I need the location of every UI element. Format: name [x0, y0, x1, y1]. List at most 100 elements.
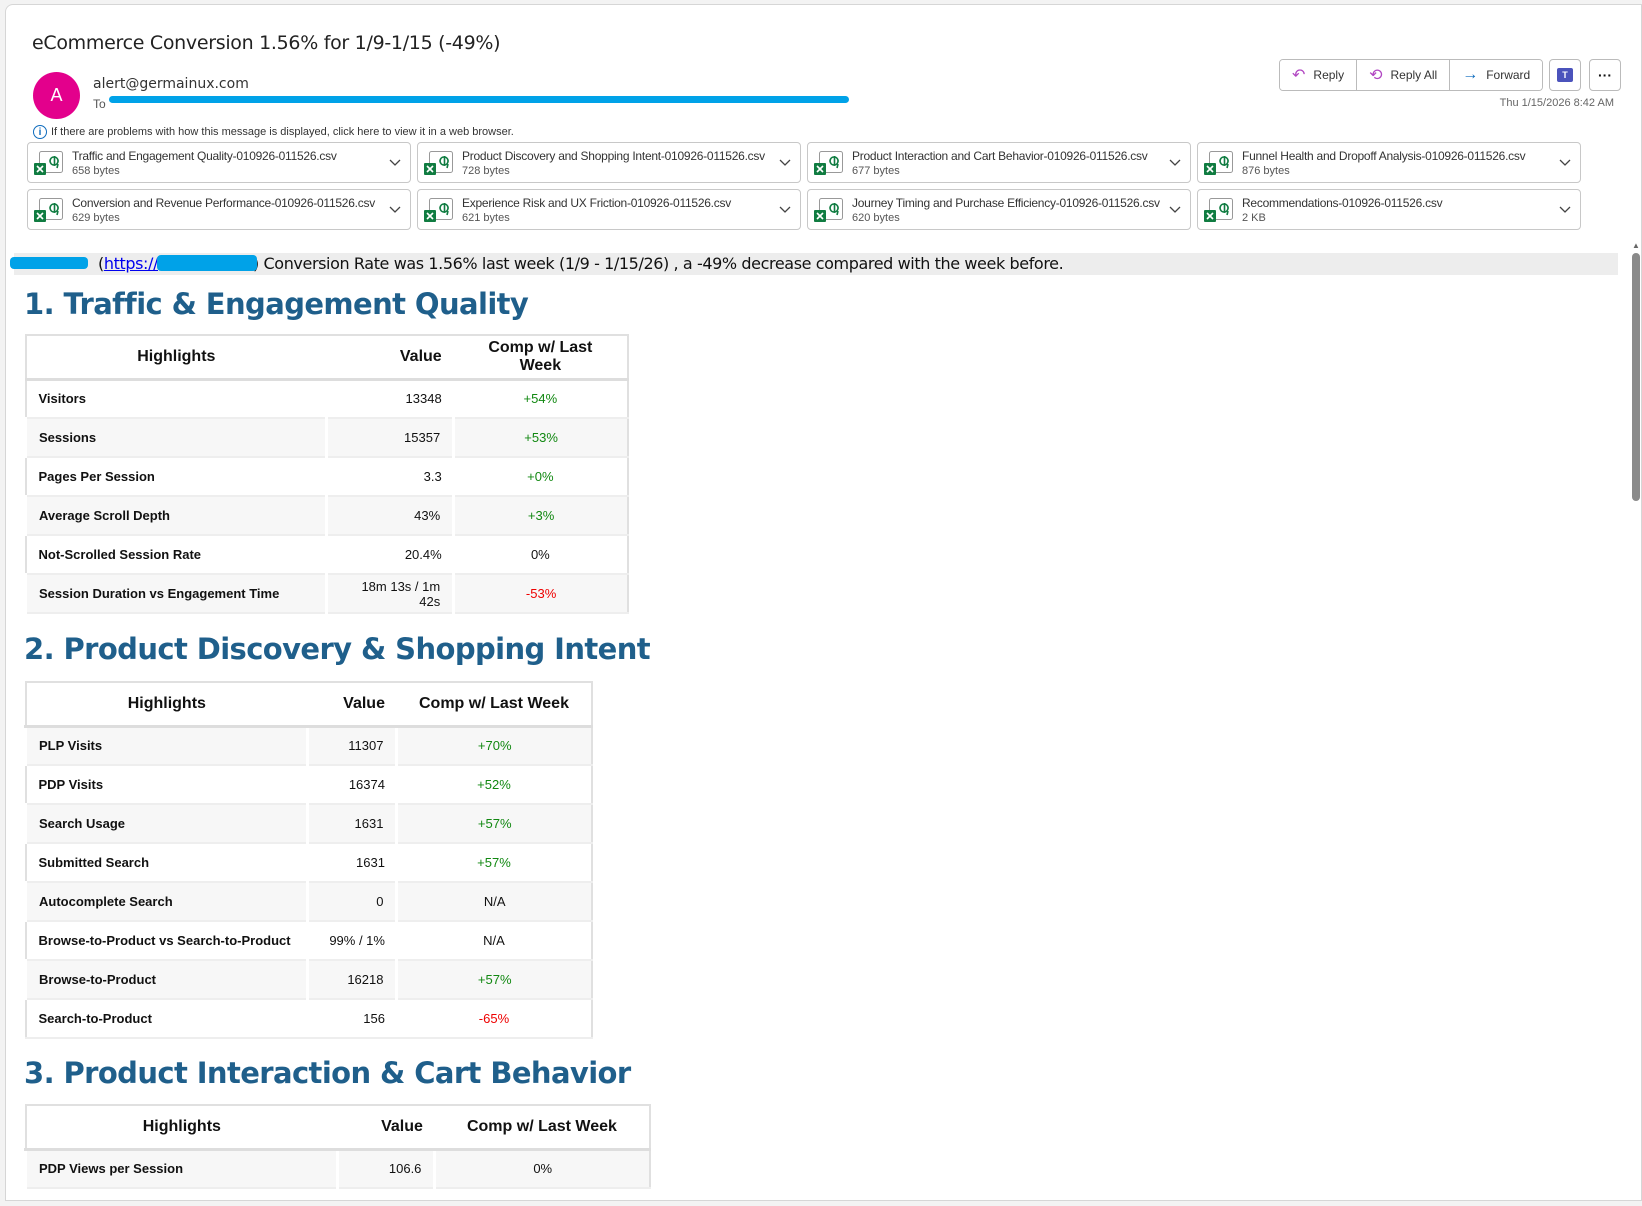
chevron-down-icon[interactable]: [774, 156, 796, 170]
metric-value: 3.3: [326, 457, 454, 497]
chevron-down-icon[interactable]: [1554, 203, 1576, 217]
message-actions: ↶ Reply ⟲ Reply All → Forward: [1279, 59, 1544, 91]
col-value: Value: [307, 682, 397, 728]
teams-icon: T: [1557, 68, 1573, 82]
chevron-down-icon[interactable]: [384, 203, 406, 217]
metric-value: 13348: [326, 379, 454, 419]
metric-value: 15357: [324, 418, 454, 458]
metric-value: 99% / 1%: [307, 921, 397, 961]
table-row: PDP Views per Session 106.6 0%: [24, 1149, 650, 1189]
sender-avatar[interactable]: A: [33, 72, 80, 119]
section-heading: 1. Traffic & Engagement Quality: [24, 287, 529, 321]
attachment-name: Product Interaction and Cart Behavior-01…: [852, 148, 1148, 163]
attachment-name: Recommendations-010926-011526.csv: [1242, 195, 1443, 210]
metric-value: 106.6: [335, 1149, 435, 1189]
chevron-down-icon[interactable]: [384, 156, 406, 170]
metric-value: 16374: [307, 765, 397, 805]
metric-label: Submitted Search: [25, 843, 308, 883]
table-row: Visitors 13348 +54%: [25, 379, 628, 419]
reply-button[interactable]: ↶ Reply: [1280, 60, 1358, 90]
table-row: Sessions 15357 +53%: [24, 418, 628, 458]
metric-comparison: +53%: [452, 418, 628, 458]
col-comp: Comp w/ Last Week: [396, 682, 592, 728]
summary-banner: (https://) Conversion Rate was 1.56% las…: [14, 253, 1618, 275]
reply-label: Reply: [1313, 68, 1345, 82]
attachment[interactable]: Conversion and Revenue Performance-01092…: [27, 189, 411, 230]
metric-label: Session Duration vs Engagement Time: [24, 574, 327, 614]
vertical-scrollbar[interactable]: ▲: [1630, 241, 1642, 1206]
metric-value: 11307: [305, 726, 397, 766]
metric-comparison: 0%: [433, 1149, 650, 1189]
attachment-name: Funnel Health and Dropoff Analysis-01092…: [1242, 148, 1526, 163]
sent-date: Thu 1/15/2026 8:42 AM: [1499, 97, 1614, 109]
display-problem-notice[interactable]: i If there are problems with how this mes…: [33, 125, 514, 139]
metric-value: 16218: [305, 960, 397, 1000]
metric-comparison: +54%: [453, 379, 628, 419]
scroll-up-icon[interactable]: ▲: [1632, 241, 1640, 250]
attachment[interactable]: Journey Timing and Purchase Efficiency-0…: [807, 189, 1191, 230]
attachment[interactable]: Experience Risk and UX Friction-010926-0…: [417, 189, 801, 230]
metric-comparison: N/A: [395, 882, 592, 922]
excel-file-icon: [34, 149, 64, 177]
info-text[interactable]: If there are problems with how this mess…: [51, 126, 514, 138]
recipients-line[interactable]: To: [93, 97, 106, 111]
metric-label: Pages Per Session: [25, 457, 327, 497]
metric-value: 20.4%: [326, 535, 454, 575]
forward-button[interactable]: → Forward: [1450, 60, 1543, 90]
metric-value: 1631: [305, 804, 397, 844]
attachment-size: 876 bytes: [1242, 164, 1290, 177]
info-icon: i: [33, 125, 47, 139]
attachment[interactable]: Traffic and Engagement Quality-010926-01…: [27, 142, 411, 183]
attachment[interactable]: Product Discovery and Shopping Intent-01…: [417, 142, 801, 183]
sender-address[interactable]: alert@germainux.com: [93, 76, 249, 92]
table-row: Autocomplete Search 0 N/A: [24, 882, 592, 922]
metric-label: Not-Scrolled Session Rate: [25, 535, 327, 575]
section-heading: 3. Product Interaction & Cart Behavior: [24, 1056, 631, 1090]
site-link[interactable]: https://: [103, 254, 159, 273]
banner-text: ) Conversion Rate was 1.56% last week (1…: [253, 254, 1064, 273]
highlights-table: Highlights Value Comp w/ Last Week PLP V…: [24, 681, 593, 1039]
chevron-down-icon[interactable]: [1554, 156, 1576, 170]
table-row: Search-to-Product 156 -65%: [25, 999, 592, 1039]
col-comp: Comp w/ Last Week: [434, 1105, 650, 1151]
attachment[interactable]: Product Interaction and Cart Behavior-01…: [807, 142, 1191, 183]
metric-value: 156: [307, 999, 397, 1039]
table-row: Average Scroll Depth 43% +3%: [24, 496, 628, 536]
metric-comparison: +3%: [452, 496, 628, 536]
metric-label: Average Scroll Depth: [24, 496, 327, 536]
table-row: Pages Per Session 3.3 +0%: [25, 457, 628, 497]
col-highlights: Highlights: [25, 335, 327, 381]
table-row: PDP Visits 16374 +52%: [25, 765, 592, 805]
col-highlights: Highlights: [25, 1105, 338, 1151]
attachment-size: 621 bytes: [462, 211, 510, 224]
metric-comparison: +57%: [395, 804, 592, 844]
metric-label: Browse-to-Product vs Search-to-Product: [25, 921, 308, 961]
section-heading: 2. Product Discovery & Shopping Intent: [24, 632, 651, 666]
email-subject: eCommerce Conversion 1.56% for 1/9-1/15 …: [32, 32, 501, 54]
metric-comparison: 0%: [453, 535, 628, 575]
chevron-down-icon[interactable]: [1164, 203, 1186, 217]
scrollbar-thumb[interactable]: [1632, 253, 1640, 501]
reply-all-button[interactable]: ⟲ Reply All: [1357, 60, 1451, 90]
table-row: PLP Visits 11307 +70%: [24, 726, 592, 766]
metric-label: Search Usage: [24, 804, 308, 844]
excel-file-icon: [424, 196, 454, 224]
table-row: Not-Scrolled Session Rate 20.4% 0%: [25, 535, 628, 575]
attachment[interactable]: Funnel Health and Dropoff Analysis-01092…: [1197, 142, 1581, 183]
reply-icon: ↶: [1292, 67, 1306, 84]
metric-label: Search-to-Product: [25, 999, 308, 1039]
chevron-down-icon[interactable]: [774, 203, 796, 217]
more-actions-button[interactable]: ···: [1589, 59, 1621, 91]
redaction-site-url: [157, 255, 257, 271]
reply-all-label: Reply All: [1390, 68, 1438, 82]
metric-label: PDP Visits: [25, 765, 308, 805]
chevron-down-icon[interactable]: [1164, 156, 1186, 170]
metric-comparison: +57%: [396, 843, 592, 883]
attachment-size: 658 bytes: [72, 164, 120, 177]
attachment-size: 2 KB: [1242, 211, 1266, 224]
attachment-name: Experience Risk and UX Friction-010926-0…: [462, 195, 732, 210]
attachment[interactable]: Recommendations-010926-011526.csv 2 KB: [1197, 189, 1581, 230]
excel-file-icon: [34, 196, 64, 224]
teams-button[interactable]: T: [1549, 59, 1581, 91]
metric-comparison: -65%: [396, 999, 592, 1039]
